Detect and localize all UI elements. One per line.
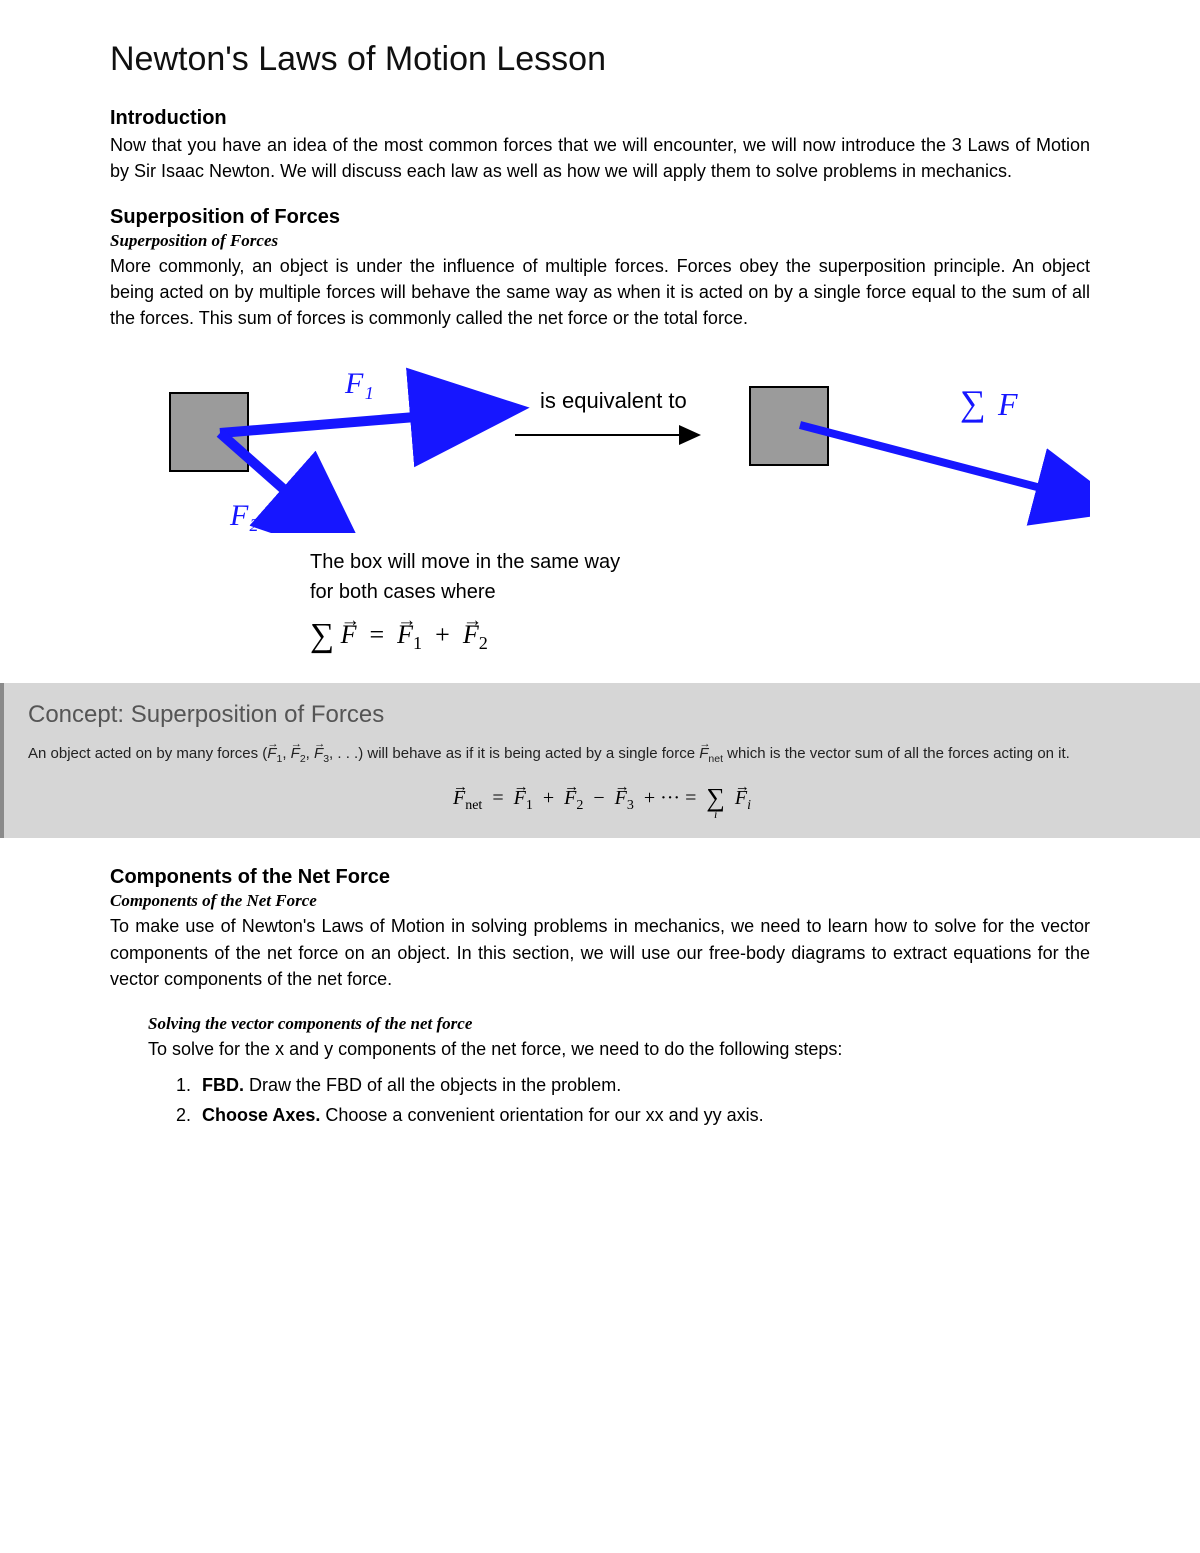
components-paragraph: To make use of Newton's Laws of Motion i… (110, 913, 1090, 991)
step-2: Choose Axes. Choose a convenient orienta… (196, 1100, 1090, 1131)
document-page: Newton's Laws of Motion Lesson Introduct… (0, 0, 1200, 1171)
solving-block: Solving the vector components of the net… (148, 1014, 1090, 1131)
diagram-equation: ∑ F = F1 + F2 (310, 614, 1090, 654)
force-diagram: F₁ F₂ is equivalent to ∑ F The box will move… (110, 353, 1090, 654)
svg-text:F: F (997, 386, 1018, 422)
force-diagram-svg: F₁ F₂ is equivalent to ∑ F (110, 353, 1090, 533)
section-heading-introduction: Introduction (110, 107, 1090, 130)
section-heading-components: Components of the Net Force (110, 866, 1090, 889)
solving-subhead: Solving the vector components of the net… (148, 1014, 1090, 1034)
subheading-superposition: Superposition of Forces (110, 231, 1090, 251)
concept-text-b: ) will behave as if it is being acted by… (358, 745, 699, 762)
svg-text:is equivalent to: is equivalent to (540, 388, 687, 413)
solving-intro: To solve for the x and y components of t… (148, 1036, 1090, 1062)
svg-text:F₂: F₂ (229, 499, 259, 532)
subheading-components: Components of the Net Force (110, 891, 1090, 911)
concept-title: Concept: Superposition of Forces (28, 701, 1176, 729)
svg-text:F₁: F₁ (344, 367, 374, 400)
concept-text-c: which is the vector sum of all the force… (723, 745, 1070, 762)
diagram-caption-line2: for both cases where (310, 578, 1090, 606)
svg-text:∑: ∑ (960, 383, 986, 423)
page-title: Newton's Laws of Motion Lesson (110, 40, 1090, 79)
concept-text: An object acted on by many forces (F1, F… (28, 743, 1176, 768)
diagram-caption-line1: The box will move in the same way (310, 548, 1090, 576)
solving-steps: FBD. Draw the FBD of all the objects in … (148, 1070, 1090, 1131)
concept-text-a: An object acted on by many forces ( (28, 745, 267, 762)
concept-equation: Fnet = F1 + F2 − F3 + ··· = ∑ i Fi (28, 781, 1176, 814)
concept-callout: Concept: Superposition of Forces An obje… (0, 683, 1200, 839)
step-1: FBD. Draw the FBD of all the objects in … (196, 1070, 1090, 1101)
superposition-paragraph: More commonly, an object is under the in… (110, 253, 1090, 331)
section-heading-superposition: Superposition of Forces (110, 206, 1090, 229)
intro-paragraph: Now that you have an idea of the most co… (110, 132, 1090, 184)
